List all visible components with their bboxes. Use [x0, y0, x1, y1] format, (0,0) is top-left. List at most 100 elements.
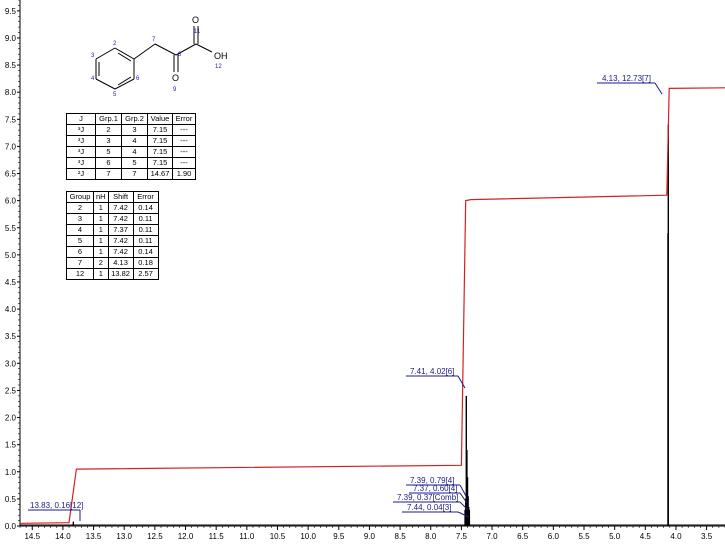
y-tick-label: 0.0 [5, 522, 17, 531]
table-row: ³J 6 5 7.15 --- [66, 157, 196, 169]
table-cell: 4.13 [107, 257, 134, 269]
spectrum-trace [20, 124, 725, 526]
table-header-cell: Error [172, 113, 196, 125]
coupling-constants-table: J Grp.1 Grp.2 Value Error ³J 2 3 7.15 --- ³J 3 4 7.1… [66, 113, 196, 180]
table-row: 7 2 4.13 0.18 [66, 257, 159, 269]
x-tick-label: 5.5 [578, 532, 590, 541]
table-cell: 7.42 [107, 235, 134, 247]
y-tick-label: 9.5 [5, 7, 17, 16]
chemical-shifts-table: Group nH Shift Error 2 1 7.42 0.14 3 1 7.42 0.11 4 1… [66, 191, 159, 280]
atom-number-3: 3 [91, 53, 95, 59]
table-header-row: J Grp.1 Grp.2 Value Error [66, 113, 196, 125]
y-tick-label: 4.5 [5, 278, 17, 287]
atom-number-5: 5 [113, 92, 117, 98]
peak-annotations: 13.83, 0.16[12] 7.41, 4.02[6] 7.39, 0.79[4… [28, 74, 663, 521]
y-tick-label: 5.0 [5, 251, 17, 260]
table-cell: --- [172, 157, 196, 169]
peak-annotation-label: 7.39, 0.37[Comb] [397, 493, 458, 502]
atom-number-2: 2 [113, 41, 117, 47]
x-tick-label: 13.5 [86, 532, 102, 541]
table-cell: 7.15 [147, 135, 173, 147]
table-cell: 4 [121, 135, 148, 147]
table-cell: 2.57 [132, 268, 159, 280]
table-row: ³J 3 4 7.15 --- [66, 135, 196, 147]
table-header-cell: Grp.1 [95, 113, 122, 125]
peak-annotation-label: 4.13, 12.73[7] [602, 74, 651, 83]
annotation-leader [459, 492, 468, 504]
table-cell: 13.82 [107, 268, 134, 280]
table-cell: ³J [66, 157, 96, 169]
y-tick-label: 6.5 [5, 170, 17, 179]
x-tick-label: 7.5 [456, 532, 468, 541]
x-tick-label: 12.5 [147, 532, 163, 541]
x-tick-label: 11.0 [239, 532, 255, 541]
table-cell: 1 [93, 235, 109, 247]
table-cell: 4 [121, 146, 148, 158]
table-cell: 7.15 [147, 124, 173, 136]
table-cell: --- [172, 135, 196, 147]
table-cell: 6 [95, 157, 122, 169]
integral-curve [19, 87, 725, 524]
y-tick-label: 2.5 [5, 386, 17, 395]
table-header-cell: Group [66, 191, 94, 203]
table-row: 4 1 7.37 0.11 [66, 224, 159, 236]
x-tick-label: 4.0 [670, 532, 682, 541]
table-cell: ³J [66, 135, 96, 147]
y-tick-label: 9.0 [5, 34, 17, 43]
y-tick-label: 3.5 [5, 332, 17, 341]
y-tick-label: 1.5 [5, 441, 17, 450]
x-tick-label: 9.5 [333, 532, 345, 541]
annotation-leader [459, 484, 467, 497]
table-row: 3 1 7.42 0.11 [66, 213, 159, 225]
y-tick-label: 8.5 [5, 61, 17, 70]
table-row: 6 1 7.42 0.14 [66, 246, 159, 258]
table-header-row: Group nH Shift Error [66, 191, 159, 203]
x-tick-label: 9.0 [364, 532, 376, 541]
table-cell: 5 [66, 235, 94, 247]
table-header-cell: Value [147, 113, 173, 125]
table-cell: 6 [66, 246, 94, 258]
table-cell: 7 [121, 168, 148, 180]
y-tick-label: 0.5 [5, 495, 17, 504]
table-cell: 3 [95, 135, 122, 147]
x-tick-label: 10.5 [270, 532, 286, 541]
x-tick-label: 13.0 [116, 532, 132, 541]
y-tick-label: 5.5 [5, 224, 17, 233]
table-cell: 0.11 [132, 224, 159, 236]
x-tick-label: 3.5 [701, 532, 713, 541]
x-tick-label: 12.0 [178, 532, 194, 541]
table-cell: 1 [93, 224, 109, 236]
table-cell: 7 [95, 168, 122, 180]
molecule-bonds [95, 26, 213, 90]
y-tick-label: 7.0 [5, 142, 17, 151]
x-tick-label: 8.5 [395, 532, 407, 541]
peak-annotation-label: 13.83, 0.16[12] [30, 501, 83, 510]
table-row: ³J 2 3 7.15 --- [66, 124, 196, 136]
annotation-leader [654, 82, 663, 95]
table-row: 12 1 13.82 2.57 [66, 268, 159, 280]
table-cell: 7 [66, 257, 94, 269]
table-cell: 7.15 [147, 146, 173, 158]
table-cell: 7.42 [107, 246, 134, 258]
oxygen-top-label: O [192, 15, 199, 25]
y-tick-label: 2.0 [5, 414, 17, 423]
y-tick-label: 3.0 [5, 359, 17, 368]
x-tick-label: 11.5 [209, 532, 225, 541]
table-cell: 0.14 [132, 202, 159, 214]
table-cell: 3 [121, 124, 148, 136]
table-cell: 5 [121, 157, 148, 169]
axes: 0.0 0.5 1.0 1.5 2.0 2.5 3.0 3.5 4.0 4.5 5.0 5.5 6.0 6… [5, 0, 725, 541]
table-cell: 1 [93, 268, 109, 280]
y-tick-label: 1.0 [5, 468, 17, 477]
table-cell: --- [172, 124, 196, 136]
table-cell: 0.11 [132, 213, 159, 225]
oxygen-bottom-label: O [172, 73, 179, 83]
x-tick-label: 10.0 [300, 532, 316, 541]
table-cell: ²J [66, 168, 96, 180]
table-cell: 0.18 [132, 257, 159, 269]
table-cell: ³J [66, 146, 96, 158]
table-cell: 7.42 [107, 202, 134, 214]
x-tick-label: 6.5 [517, 532, 529, 541]
table-cell: 2 [93, 257, 109, 269]
